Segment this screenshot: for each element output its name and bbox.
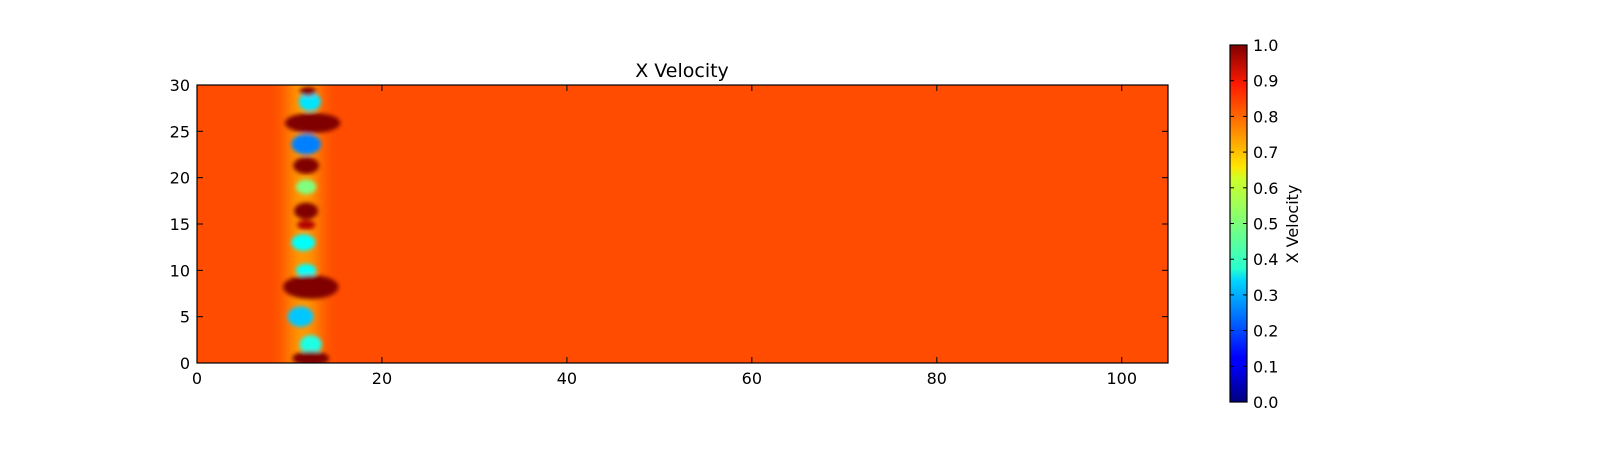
low-velocity-cell-10 <box>295 263 317 277</box>
colorbar-tick-label: 0.7 <box>1253 143 1278 162</box>
y-tick-label: 5 <box>180 308 190 327</box>
high-velocity-cell-14 <box>292 350 330 363</box>
heatmap-background <box>197 85 1168 363</box>
x-axis: 0 20 40 60 80 100 <box>192 85 1137 388</box>
high-velocity-cell-3 <box>284 112 341 134</box>
high-velocity-cell-2 <box>299 86 317 97</box>
y-tick-label: 30 <box>170 76 190 95</box>
low-velocity-cell-13 <box>299 335 322 354</box>
colorbar-tick-label: 0.2 <box>1253 322 1278 341</box>
x-tick-label: 100 <box>1106 369 1137 388</box>
x-tick-label: 60 <box>742 369 762 388</box>
colorbar-tick-label: 0.0 <box>1253 393 1278 412</box>
y-tick-label: 20 <box>170 169 190 188</box>
high-velocity-cell-7 <box>294 202 319 220</box>
colorbar-tick-label: 0.4 <box>1253 250 1278 269</box>
colorbar-ticks: 0.0 0.1 0.2 0.3 0.4 0.5 0.6 0.7 0.8 0.9 1.0 <box>1230 36 1278 412</box>
chart-title: X Velocity <box>635 60 729 82</box>
x-tick-label: 40 <box>557 369 577 388</box>
low-velocity-cell-1 <box>298 92 321 111</box>
high-velocity-cell-8 <box>296 220 316 230</box>
low-velocity-cell-12 <box>287 306 314 327</box>
wake-cells <box>283 86 341 363</box>
y-axis: 0 5 10 15 20 25 30 <box>170 76 1168 373</box>
colorbar-tick-label: 1.0 <box>1253 36 1278 55</box>
colorbar-tick-label: 0.3 <box>1253 286 1278 305</box>
low-velocity-cell-9 <box>291 234 316 251</box>
x-tick-label: 20 <box>372 369 392 388</box>
colorbar-tick-label: 0.5 <box>1253 215 1278 234</box>
heatmap-field <box>197 85 1168 363</box>
colorbar-tick-label: 0.1 <box>1253 357 1278 376</box>
colorbar-label: X Velocity <box>1283 185 1302 264</box>
low-velocity-cell-6 <box>295 179 317 195</box>
high-velocity-cell-11 <box>283 274 339 300</box>
x-tick-label: 80 <box>927 369 947 388</box>
y-tick-label: 15 <box>170 215 190 234</box>
colorbar: 0.0 0.1 0.2 0.3 0.4 0.5 0.6 0.7 0.8 0.9 1.0 X Velo… <box>1229 36 1302 412</box>
y-tick-label: 25 <box>170 122 190 141</box>
low-velocity-cell-4 <box>291 134 321 155</box>
high-velocity-cell-5 <box>293 157 320 174</box>
x-tick-label: 0 <box>192 369 202 388</box>
colorbar-tick-label: 0.6 <box>1253 179 1278 198</box>
colorbar-tick-label: 0.9 <box>1253 72 1278 91</box>
y-tick-label: 10 <box>170 261 190 280</box>
colorbar-tick-label: 0.8 <box>1253 107 1278 126</box>
y-tick-label: 0 <box>180 354 190 373</box>
